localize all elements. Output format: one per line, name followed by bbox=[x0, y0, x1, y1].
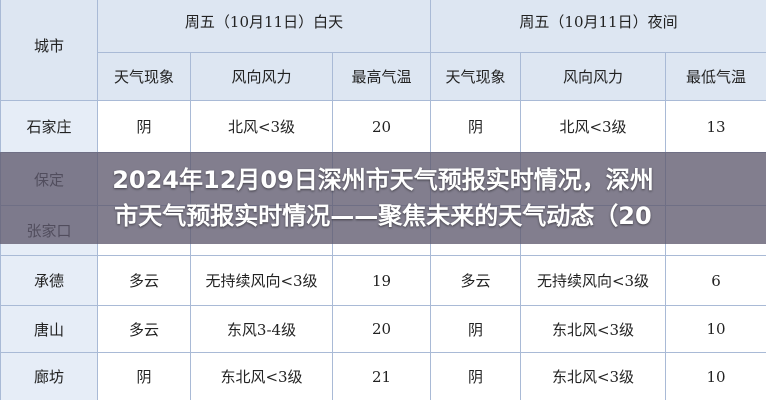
table-cell: 无持续风向<3级 bbox=[520, 255, 666, 306]
table-cell: 多云 bbox=[430, 255, 521, 306]
table-cell: 阴 bbox=[430, 352, 521, 400]
table-cell: 阴 bbox=[430, 305, 521, 353]
table-cell: 20 bbox=[332, 305, 431, 353]
corner-header: 城市 bbox=[0, 0, 98, 101]
group-header: 周五（10月11日）夜间 bbox=[430, 0, 766, 53]
table-cell: 东北风<3级 bbox=[190, 352, 333, 400]
table-cell: 北风<3级 bbox=[190, 100, 333, 153]
table-cell: 阴 bbox=[430, 100, 521, 153]
column-header: 最高气温 bbox=[332, 52, 431, 101]
banner-line: 市天气预报实时情况——聚焦未来的天气动态（20 bbox=[114, 202, 652, 230]
city-cell: 承德 bbox=[0, 255, 98, 306]
table-cell: 东北风<3级 bbox=[520, 305, 666, 353]
table-cell: 阴 bbox=[97, 352, 191, 400]
column-header: 天气现象 bbox=[97, 52, 191, 101]
column-header: 风向风力 bbox=[190, 52, 333, 101]
banner-line: 2024年12月09日深州市天气预报实时情况，深州 bbox=[112, 166, 654, 194]
table-cell: 北风<3级 bbox=[520, 100, 666, 153]
table-cell: 东北风<3级 bbox=[520, 352, 666, 400]
column-header: 风向风力 bbox=[520, 52, 666, 101]
city-cell: 廊坊 bbox=[0, 352, 98, 400]
column-header: 天气现象 bbox=[430, 52, 521, 101]
table-cell: 东风3-4级 bbox=[190, 305, 333, 353]
table-cell: 21 bbox=[332, 352, 431, 400]
table-cell: 10 bbox=[665, 352, 766, 400]
city-cell: 唐山 bbox=[0, 305, 98, 353]
table-cell: 20 bbox=[332, 100, 431, 153]
table-cell: 19 bbox=[332, 255, 431, 306]
table-cell: 10 bbox=[665, 305, 766, 353]
table-cell: 多云 bbox=[97, 305, 191, 353]
table-cell: 6 bbox=[665, 255, 766, 306]
group-header: 周五（10月11日）白天 bbox=[97, 0, 431, 53]
table-cell: 13 bbox=[665, 100, 766, 153]
table-cell: 阴 bbox=[97, 100, 191, 153]
city-cell: 石家庄 bbox=[0, 100, 98, 153]
table-cell: 无持续风向<3级 bbox=[190, 255, 333, 306]
banner: 2024年12月09日深州市天气预报实时情况，深州 市天气预报实时情况——聚焦未… bbox=[0, 152, 766, 244]
column-header: 最低气温 bbox=[665, 52, 766, 101]
table-cell: 多云 bbox=[97, 255, 191, 306]
